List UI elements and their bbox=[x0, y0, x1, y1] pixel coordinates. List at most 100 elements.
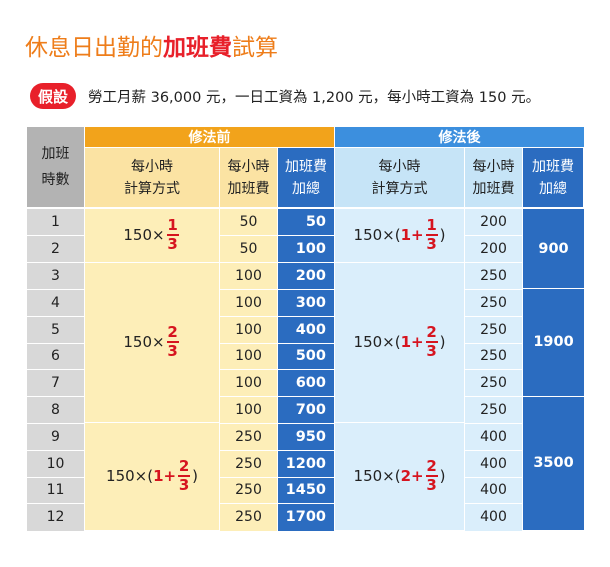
assumption-badge: 假設 bbox=[30, 83, 76, 109]
formula-expression: 150×(1+ 2 3) bbox=[354, 325, 446, 359]
before-hourly-cell: 250 bbox=[220, 503, 277, 531]
hours-cell: 4 bbox=[27, 289, 84, 317]
after-formula-cell: 150×(1+ 1 3) bbox=[335, 209, 464, 262]
row-divider bbox=[220, 342, 277, 344]
before-hourly-cell: 100 bbox=[220, 289, 277, 317]
fraction-denominator: 3 bbox=[167, 235, 178, 254]
row-divider bbox=[465, 315, 522, 317]
before-hourly-header: 每小時 加班費 bbox=[220, 148, 277, 207]
before-hourly-cell: 100 bbox=[220, 262, 277, 290]
row-divider bbox=[278, 449, 334, 451]
title-suffix: 試算 bbox=[232, 35, 278, 61]
row-divider bbox=[220, 422, 277, 424]
after-total-header: 加班費 加總 bbox=[523, 148, 583, 207]
fraction-numerator: 1 bbox=[426, 216, 437, 235]
before-hourly-cell: 250 bbox=[220, 423, 277, 451]
after-formula-header: 每小時 計算方式 bbox=[335, 148, 464, 207]
row-divider bbox=[278, 315, 334, 317]
after-hourly-cell: 250 bbox=[465, 343, 522, 370]
fraction-numerator: 2 bbox=[178, 457, 190, 476]
after-hourly-cell: 400 bbox=[465, 450, 522, 477]
fraction-denominator: 3 bbox=[426, 342, 437, 361]
row-divider bbox=[27, 262, 84, 264]
row-divider bbox=[27, 369, 84, 371]
fraction-numerator: 1 bbox=[167, 216, 178, 235]
before-header: 修法前 bbox=[85, 127, 334, 147]
formula-plus: 1+ bbox=[400, 226, 424, 245]
row-divider bbox=[27, 503, 84, 505]
before-total-cell: 1700 bbox=[278, 503, 334, 531]
row-divider bbox=[220, 262, 277, 264]
row-divider bbox=[220, 396, 277, 398]
before-hourly-cell: 100 bbox=[220, 316, 277, 343]
hours-cell: 6 bbox=[27, 343, 84, 370]
row-divider bbox=[278, 476, 334, 478]
header-text: 每小時 加班費 bbox=[227, 158, 270, 197]
row-divider bbox=[465, 396, 522, 398]
before-total-cell: 700 bbox=[278, 396, 334, 424]
before-hourly-cell: 250 bbox=[220, 477, 277, 504]
formula-expression: 150× 2 3 bbox=[123, 325, 180, 359]
before-hourly-cell: 100 bbox=[220, 343, 277, 370]
row-divider bbox=[465, 476, 522, 478]
formula-open-paren: ( bbox=[147, 467, 154, 486]
row-divider bbox=[220, 369, 277, 371]
after-total-cell: 1900 bbox=[523, 289, 584, 396]
hours-cell: 3 bbox=[27, 262, 84, 290]
after-hourly-cell: 250 bbox=[465, 262, 522, 290]
header-text: 每小時 計算方式 bbox=[124, 158, 180, 197]
formula-plus: 1+ bbox=[400, 333, 424, 352]
formula-expression: 150× 1 3 bbox=[123, 218, 180, 252]
before-formula-cell: 150× 1 3 bbox=[85, 209, 219, 262]
before-total-cell: 950 bbox=[278, 423, 334, 451]
row-divider bbox=[27, 288, 84, 290]
row-divider bbox=[465, 342, 522, 344]
before-formula-cell: 150× 2 3 bbox=[85, 262, 219, 423]
before-total-header: 加班費 加總 bbox=[278, 148, 334, 207]
hours-header: 加班 時數 bbox=[27, 127, 84, 207]
header-text: 加班費 加總 bbox=[285, 158, 327, 197]
row-divider bbox=[27, 396, 84, 398]
formula-base: 150× bbox=[353, 226, 395, 245]
formula-plus: 2+ bbox=[400, 467, 424, 486]
after-formula-cell: 150×(2+ 2 3) bbox=[335, 423, 464, 530]
row-divider bbox=[278, 235, 334, 237]
after-hourly-cell: 250 bbox=[465, 369, 522, 397]
row-divider bbox=[220, 476, 277, 478]
row-divider bbox=[278, 262, 334, 264]
fraction-bar bbox=[178, 475, 191, 478]
row-divider bbox=[278, 342, 334, 344]
title-prefix: 休息日出勤的 bbox=[25, 35, 163, 61]
before-total-cell: 50 bbox=[278, 209, 334, 236]
formula-close-paren: ) bbox=[439, 467, 446, 486]
formula-expression: 150×(1+ 1 3) bbox=[354, 218, 446, 252]
assumption-line: 假設 勞工月薪 36,000 元，一日工資為 1,200 元，每小時工資為 15… bbox=[30, 83, 540, 109]
after-header: 修法後 bbox=[335, 127, 584, 147]
hours-cell: 9 bbox=[27, 423, 84, 451]
fraction-bar bbox=[425, 475, 438, 478]
hours-cell: 11 bbox=[27, 477, 84, 504]
after-hourly-header: 每小時 加班費 bbox=[465, 148, 522, 207]
before-total-cell: 300 bbox=[278, 289, 334, 317]
after-hourly-cell: 400 bbox=[465, 503, 522, 531]
hours-cell: 12 bbox=[27, 503, 84, 531]
header-text: 每小時 計算方式 bbox=[371, 158, 428, 197]
before-hourly-cell: 250 bbox=[220, 450, 277, 477]
before-formula-cell: 150×(1+ 2 3) bbox=[85, 423, 219, 530]
row-divider bbox=[27, 449, 84, 451]
fraction-denominator: 3 bbox=[426, 235, 437, 254]
row-divider bbox=[278, 369, 334, 371]
before-formula-header: 每小時 計算方式 bbox=[85, 148, 219, 207]
row-divider bbox=[27, 235, 84, 237]
row-divider bbox=[465, 449, 522, 451]
formula-close-paren: ) bbox=[439, 226, 446, 245]
before-hourly-cell: 50 bbox=[220, 209, 277, 236]
hours-cell: 2 bbox=[27, 235, 84, 263]
formula-open-paren: ( bbox=[394, 226, 401, 245]
fraction-bar bbox=[166, 341, 179, 344]
formula-base: 150× bbox=[123, 333, 165, 352]
hours-cell: 7 bbox=[27, 369, 84, 397]
before-hourly-cell: 50 bbox=[220, 235, 277, 263]
